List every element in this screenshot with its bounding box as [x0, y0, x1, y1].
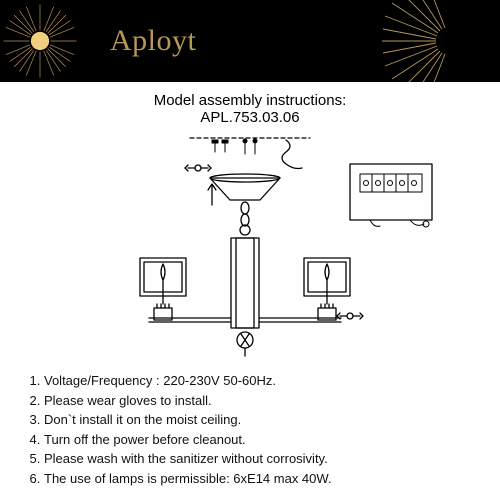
title-line-2: APL.753.03.06 — [0, 109, 500, 126]
instructions-list: Voltage/Frequency : 220-230V 50-60Hz. Pl… — [22, 371, 482, 488]
instructions-block: Voltage/Frequency : 220-230V 50-60Hz. Pl… — [22, 371, 482, 488]
instruction-item: Please wear gloves to install. — [44, 391, 482, 411]
assembly-diagram — [50, 130, 450, 380]
title-line-1: Model assembly instructions: — [0, 92, 500, 109]
instruction-item: The use of lamps is permissible: 6xE14 m… — [44, 469, 482, 489]
sunburst-right-icon — [380, 0, 500, 82]
sunburst-left-icon — [2, 3, 78, 79]
title-block: Model assembly instructions: APL.753.03.… — [0, 92, 500, 126]
brand-header: Aployt — [0, 0, 500, 82]
instruction-item: Voltage/Frequency : 220-230V 50-60Hz. — [44, 371, 482, 391]
brand-name: Aployt — [110, 24, 196, 58]
instruction-item: Please wash with the sanitizer without c… — [44, 449, 482, 469]
instruction-item: Turn off the power before cleanout. — [44, 430, 482, 450]
instruction-item: Don`t install it on the moist ceiling. — [44, 410, 482, 430]
